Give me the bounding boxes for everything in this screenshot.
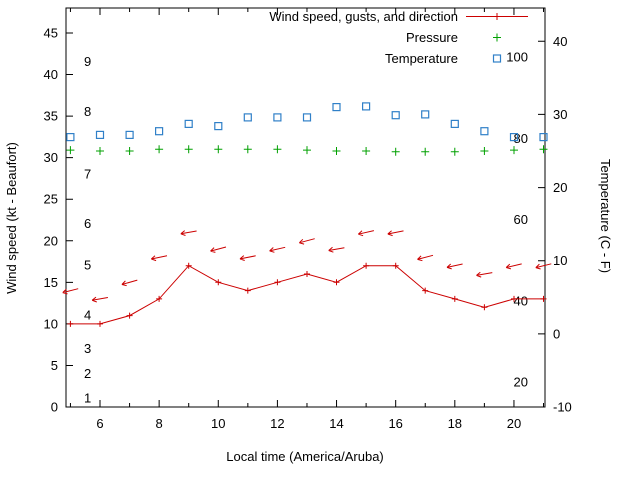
temperature-marker <box>421 110 430 119</box>
x-tick-label: 10 <box>211 416 225 431</box>
x-axis-title: Local time (America/Aruba) <box>226 449 384 464</box>
temperature-marker <box>214 121 223 131</box>
x-tick-label: 16 <box>388 416 402 431</box>
y-axis-title: Wind speed (kt - Beaufort) <box>4 142 19 294</box>
temperature-marker <box>302 113 312 122</box>
beaufort-scale-label: 4 <box>84 308 91 323</box>
x-tick-label: 6 <box>96 416 103 431</box>
fahrenheit-scale-label: 100 <box>506 50 528 65</box>
legend-label-temperature: Temperature <box>385 51 458 66</box>
y-left-tick-label: 0 <box>51 400 58 415</box>
y-left-tick-label: 20 <box>44 233 58 248</box>
y-right-tick-label: 10 <box>553 253 567 268</box>
fahrenheit-scale-label: 20 <box>514 375 528 390</box>
temperature-marker <box>539 133 548 142</box>
y-left-tick-label: 30 <box>44 150 58 165</box>
pressure-markers <box>66 145 548 156</box>
y-right-tick-label: -10 <box>553 400 572 415</box>
x-tick-label: 18 <box>448 416 462 431</box>
plot-border <box>65 7 546 408</box>
y2-axis-title: Temperature (C - F) <box>598 159 613 273</box>
beaufort-scale-label: 7 <box>84 166 91 181</box>
temperature-marker <box>362 102 371 111</box>
beaufort-scale-label: 9 <box>84 54 91 69</box>
y-left-tick-label: 45 <box>44 25 58 40</box>
beaufort-scale-label: 8 <box>84 104 91 119</box>
x-tick-label: 12 <box>270 416 284 431</box>
beaufort-scale-label: 5 <box>84 258 91 273</box>
temperature-marker <box>332 102 341 112</box>
legend-label-pressure: Pressure <box>406 30 458 45</box>
beaufort-scale-label: 6 <box>84 216 91 231</box>
y-right-tick-label: 0 <box>553 326 560 341</box>
temperature-marker <box>125 130 134 139</box>
temperature-marker <box>391 111 400 120</box>
beaufort-scale-label: 2 <box>84 366 91 381</box>
y-left-tick-label: 25 <box>44 192 58 207</box>
temperature-marker <box>509 133 519 142</box>
temperature-marker <box>480 127 489 136</box>
temperature-marker <box>243 113 252 122</box>
x-tick-label: 8 <box>156 416 163 431</box>
axis-ticks <box>66 8 545 408</box>
legend-sample-pressure <box>493 33 501 42</box>
y-right-tick-label: 40 <box>553 34 567 49</box>
temperature-marker <box>184 119 193 129</box>
temperature-marker <box>66 133 75 142</box>
y-left-tick-label: 40 <box>44 67 58 82</box>
x-tick-label: 14 <box>329 416 343 431</box>
legend-sample-temperature <box>492 54 502 63</box>
fahrenheit-scale-label: 40 <box>514 293 528 308</box>
temperature-marker <box>450 119 459 129</box>
beaufort-scale-label: 3 <box>84 341 91 356</box>
wind-gust-direction-arrows <box>62 230 552 303</box>
beaufort-scale-label: 1 <box>84 391 91 406</box>
y-left-tick-label: 5 <box>51 358 58 373</box>
temperature-marker <box>155 127 164 136</box>
x-tick-label: 20 <box>507 416 521 431</box>
legend-label-wind: Wind speed, gusts, and direction <box>269 9 458 24</box>
temperature-marker <box>273 113 282 122</box>
y-right-tick-label: 20 <box>553 180 567 195</box>
wind-speed-markers <box>67 262 547 327</box>
y-right-tick-label: 30 <box>553 107 567 122</box>
fahrenheit-scale-label: 60 <box>514 212 528 227</box>
legend-sample-wind <box>466 13 528 20</box>
temperature-marker <box>95 130 105 139</box>
y-left-tick-label: 15 <box>44 275 58 290</box>
y-left-tick-label: 10 <box>44 316 58 331</box>
y-left-tick-label: 35 <box>44 109 58 124</box>
